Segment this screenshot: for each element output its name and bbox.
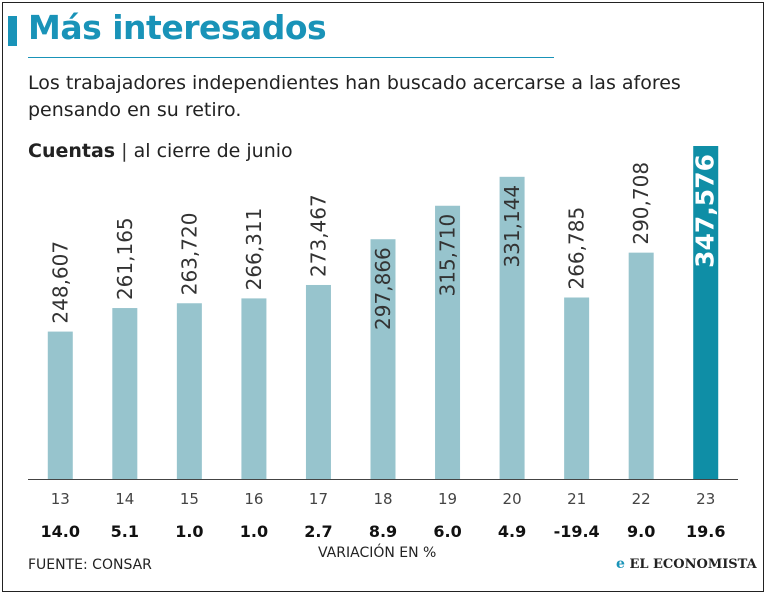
variation-label-20: 4.9 [498, 522, 526, 541]
x-tick-label-16: 16 [244, 490, 263, 508]
variation-label-13: 14.0 [41, 522, 80, 541]
value-label-20: 331,144 [500, 185, 524, 268]
variation-label-23: 19.6 [686, 522, 725, 541]
bar-21 [564, 297, 590, 479]
subtitle: Los trabajadores independientes han busc… [28, 72, 681, 121]
variation-label-16: 1.0 [240, 522, 268, 541]
variation-label-15: 1.0 [175, 522, 203, 541]
value-label-13: 248,607 [48, 241, 72, 324]
x-tick-label-20: 20 [503, 490, 522, 508]
metric-period: al cierre de junio [133, 140, 293, 162]
bar-19 [435, 205, 461, 479]
variation-label-21: -19.4 [554, 522, 600, 541]
bar-14 [112, 308, 138, 479]
brand-logo: e EL ECONOMISTA [616, 556, 757, 572]
variation-label-18: 8.9 [369, 522, 397, 541]
bar-22 [628, 252, 654, 479]
bar-16 [241, 298, 267, 479]
metric-heading: Cuentas | al cierre de junio [28, 140, 293, 162]
bar-18 [370, 239, 396, 479]
value-label-14: 261,165 [113, 217, 137, 300]
variation-label-17: 2.7 [304, 522, 332, 541]
metric-separator: | [121, 140, 128, 162]
x-tick-label-17: 17 [309, 490, 328, 508]
x-tick-label-21: 21 [567, 490, 586, 508]
brand-mark-icon: e [616, 556, 625, 572]
value-label-17: 273,467 [306, 194, 330, 277]
page-title: Más interesados [28, 8, 327, 47]
x-tick-label-18: 18 [373, 490, 392, 508]
variation-label-14: 5.1 [111, 522, 139, 541]
x-tick-label-19: 19 [438, 490, 457, 508]
x-tick-label-22: 22 [632, 490, 651, 508]
variation-axis-label: VARIACIÓN EN % [318, 545, 437, 561]
value-label-15: 263,720 [177, 213, 201, 296]
x-tick-label-15: 15 [180, 490, 199, 508]
bar-13 [47, 331, 73, 479]
x-tick-label-23: 23 [696, 490, 715, 508]
x-tick-label-13: 13 [51, 490, 70, 508]
metric-label: Cuentas [28, 140, 116, 162]
value-label-23: 347,576 [691, 154, 720, 268]
title-accent-bar [8, 16, 17, 46]
value-label-18: 297,866 [371, 247, 395, 330]
variation-label-19: 6.0 [433, 522, 461, 541]
bar-15 [176, 303, 202, 479]
x-tick-label-14: 14 [115, 490, 134, 508]
bar-17 [305, 284, 331, 479]
bar-23 [693, 146, 719, 479]
bar-20 [499, 176, 525, 480]
variation-label-22: 9.0 [627, 522, 655, 541]
title-divider [28, 57, 554, 58]
source-note: FUENTE: CONSAR [28, 557, 152, 573]
value-label-19: 315,710 [436, 214, 460, 297]
value-label-22: 290,708 [629, 162, 653, 245]
value-label-16: 266,311 [242, 208, 266, 291]
brand-name: EL ECONOMISTA [629, 557, 757, 572]
value-label-21: 266,785 [565, 207, 589, 290]
